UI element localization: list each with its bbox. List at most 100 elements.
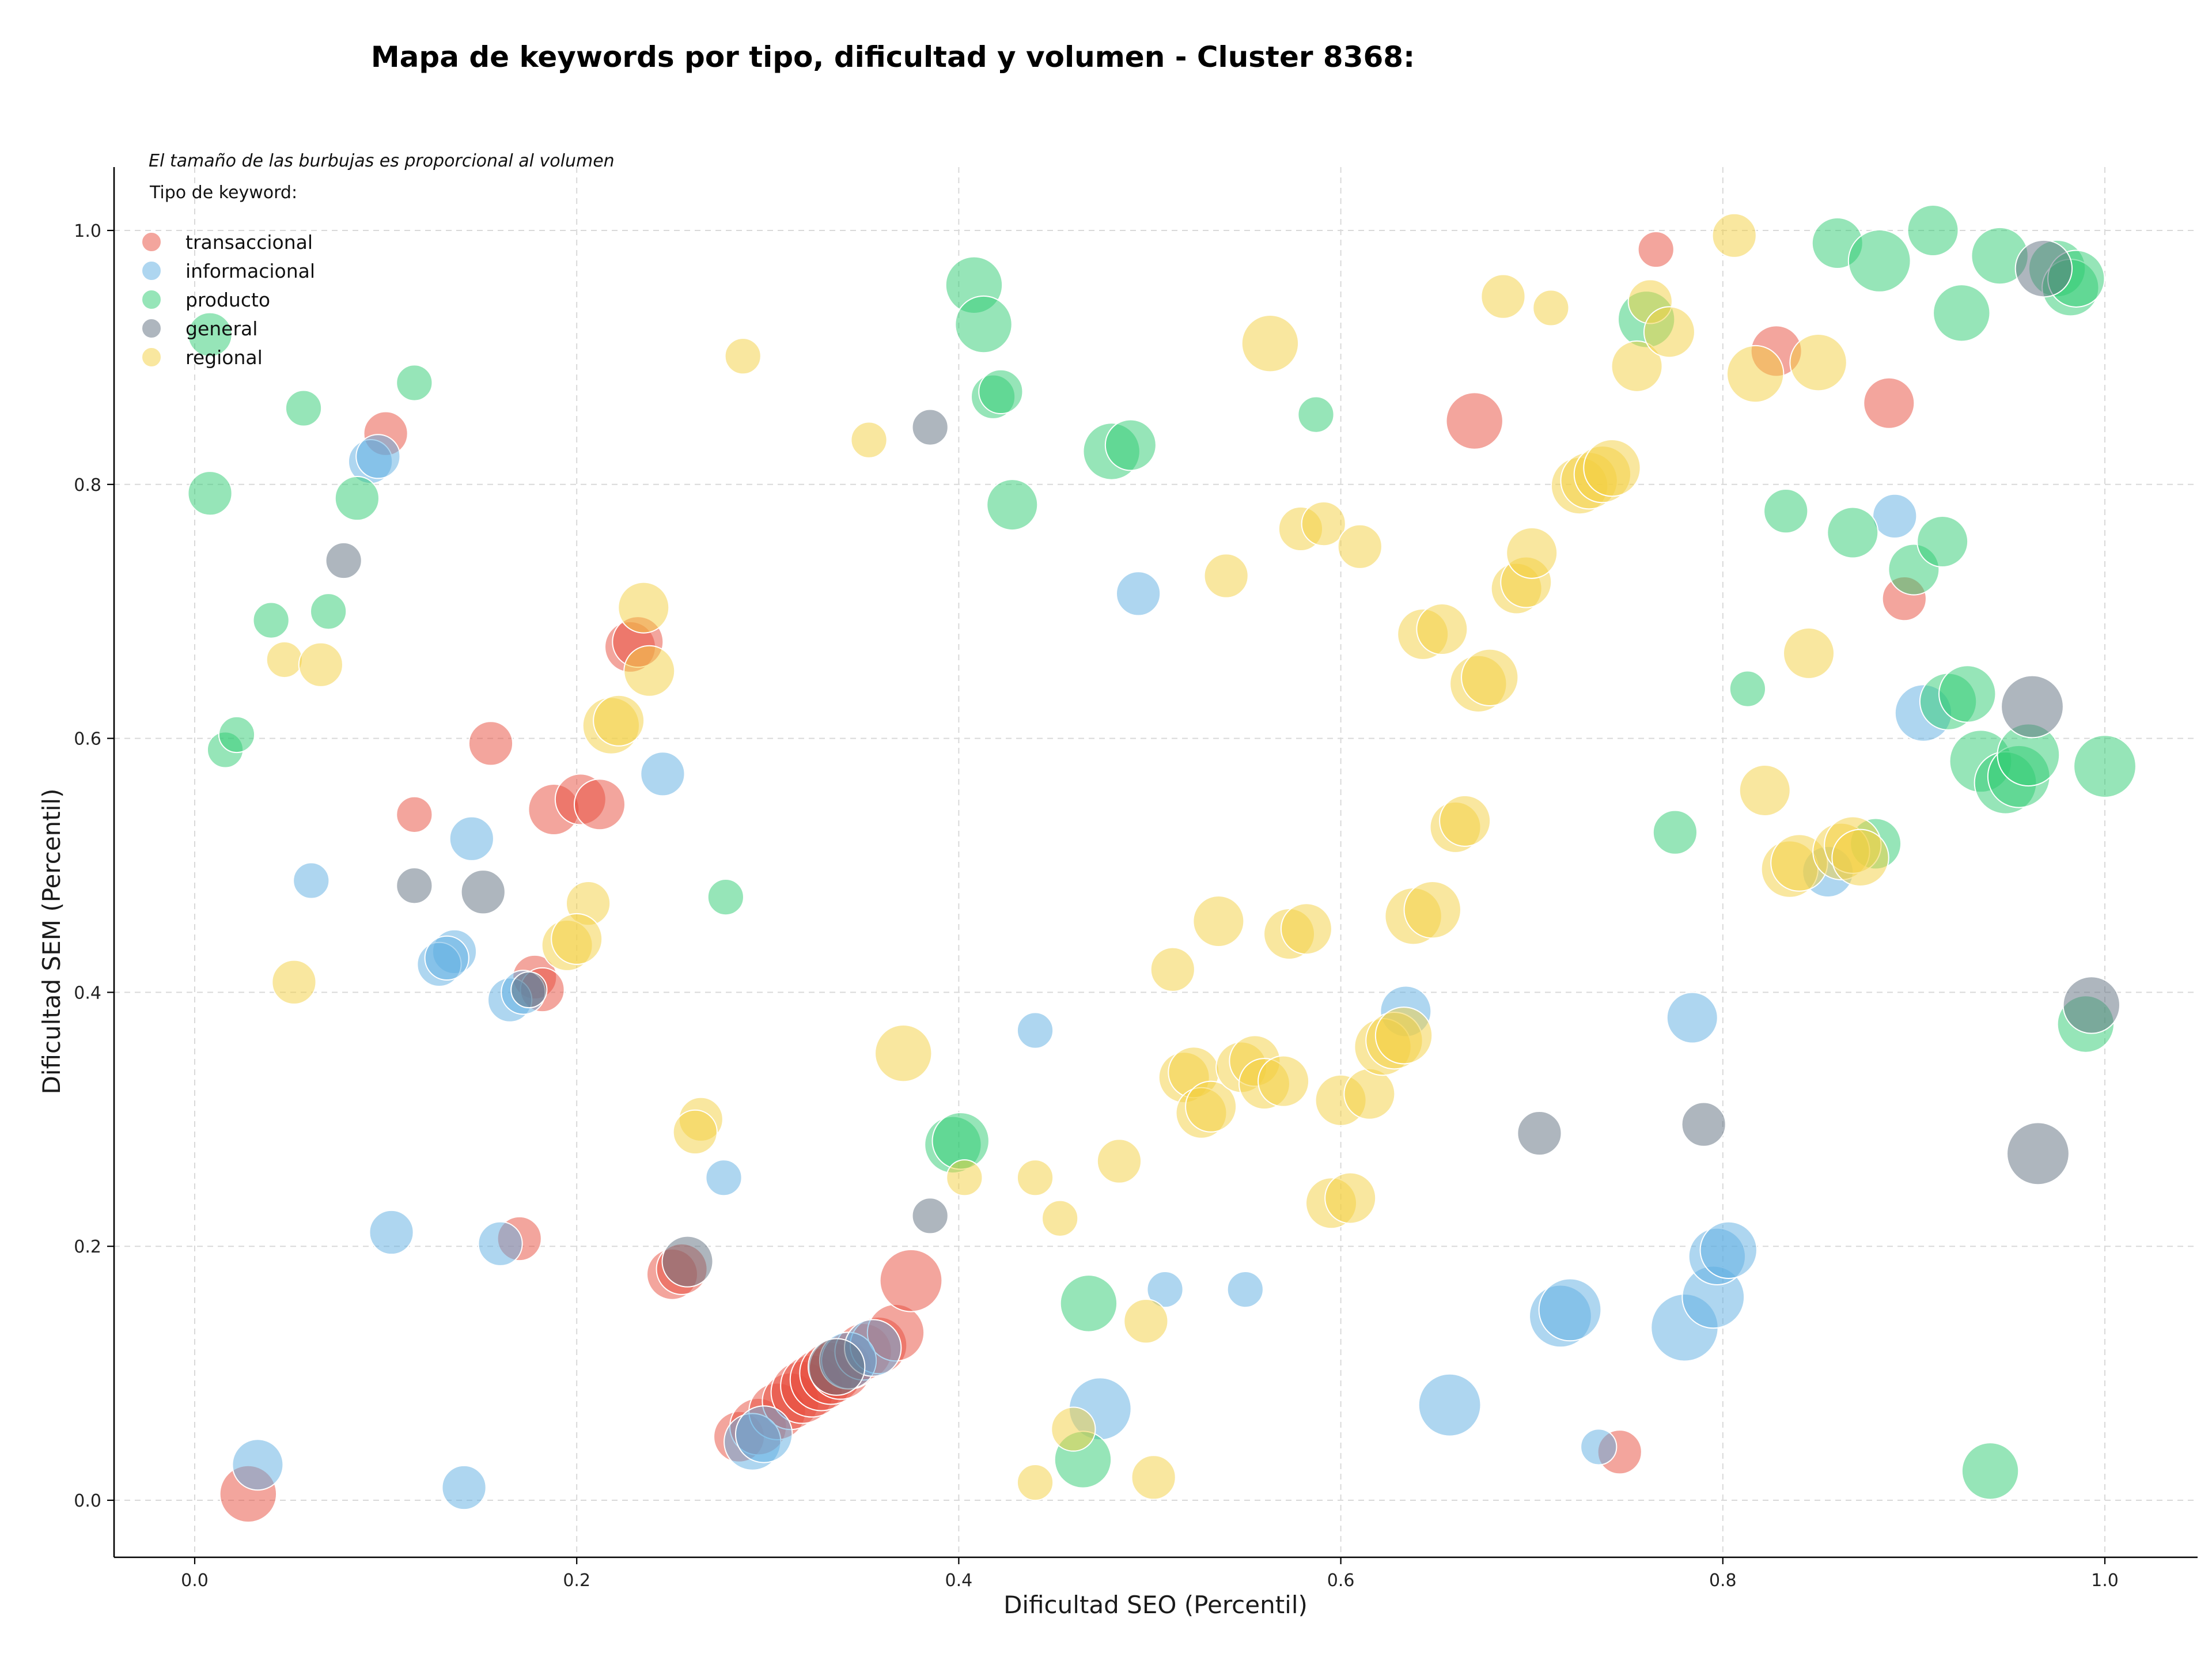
bubble-regional [1711, 213, 1757, 258]
bubble-transaccional [879, 1248, 943, 1312]
bubble-regional [1150, 947, 1195, 992]
bubble-producto [252, 601, 290, 639]
legend-label-general: general [185, 317, 257, 340]
bubble-regional [1241, 314, 1300, 373]
bubble-producto [1763, 488, 1809, 534]
bubble-producto [707, 878, 744, 916]
x-tick-label: 0.4 [945, 1571, 973, 1591]
x-tick-label: 0.0 [181, 1571, 209, 1591]
bubble-regional [1583, 438, 1641, 497]
bubble-regional [1203, 553, 1249, 599]
bubble-regional [593, 694, 645, 747]
bubble-regional [1016, 1159, 1054, 1197]
bubble-regional [266, 641, 303, 679]
legend-marker-informacional [141, 260, 162, 281]
bubble-general [460, 869, 506, 915]
y-tick-label: 0.0 [74, 1491, 101, 1511]
bubble-producto [1961, 1442, 2020, 1500]
bubble-producto [285, 389, 323, 427]
bubble-producto [187, 471, 233, 516]
x-tick-label: 0.2 [563, 1571, 590, 1591]
bubble-producto [986, 479, 1039, 531]
bubble-regional [551, 913, 603, 965]
bubble-producto [396, 364, 433, 402]
bubble-informacional [1699, 1221, 1758, 1280]
bubble-regional [1257, 1055, 1310, 1107]
bubble-producto [1729, 670, 1767, 707]
bubble-regional [1643, 306, 1695, 358]
bubble-regional [1337, 524, 1382, 569]
bubble-informacional [1146, 1271, 1184, 1308]
bubble-informacional [1226, 1271, 1264, 1308]
bubble-regional [1192, 895, 1245, 947]
bubble-regional [1439, 794, 1491, 847]
bubble-informacional [1872, 493, 1918, 539]
bubble-general [1681, 1102, 1726, 1147]
bubble-layer [187, 205, 2137, 1523]
legend-marker-regional [141, 347, 162, 368]
legend-label-regional: regional [185, 346, 263, 369]
bubble-regional [271, 959, 317, 1005]
x-tick-label: 0.8 [1709, 1571, 1737, 1591]
bubble-general [2014, 239, 2073, 298]
bubble-regional [1738, 764, 1791, 816]
bubble-regional [1123, 1299, 1169, 1344]
series-regional [266, 213, 1889, 1501]
bubble-regional [850, 421, 888, 459]
bubble-informacional [640, 751, 685, 797]
bubble-informacional [355, 434, 401, 479]
bubble-producto [1916, 515, 1969, 567]
bubble-general [807, 1338, 866, 1396]
bubble-producto [218, 716, 256, 754]
bubble-regional [298, 642, 343, 687]
bubble-general [2062, 976, 2120, 1034]
bubble-regional [1280, 903, 1332, 955]
bubble-general [1517, 1110, 1562, 1156]
legend-label-transaccional: transaccional [185, 231, 313, 253]
bubble-regional [724, 338, 762, 375]
bubble-informacional [478, 1221, 523, 1266]
y-tick-label: 0.8 [74, 475, 101, 495]
bubble-transaccional [468, 721, 514, 766]
bubble-regional [672, 1109, 718, 1155]
bubble-informacional [1580, 1428, 1618, 1466]
series-informacional [232, 434, 1953, 1511]
bubble-transaccional [1863, 377, 1915, 429]
bubble-regional [1416, 603, 1468, 656]
bubble-informacional [1115, 571, 1161, 616]
bubble-regional [1461, 648, 1519, 707]
x-tick-label: 1.0 [2091, 1571, 2119, 1591]
bubble-informacional [293, 862, 330, 899]
bubble-transaccional [573, 778, 626, 831]
bubble-general [396, 867, 433, 905]
x-tick-label: 0.6 [1327, 1571, 1355, 1591]
bubble-general [2006, 1122, 2070, 1186]
bubble-transaccional [396, 796, 433, 833]
bubble-producto [2073, 735, 2137, 798]
bubble-informacional [424, 935, 469, 981]
series-producto [187, 205, 2137, 1500]
legend: Tipo de keyword: transaccional informacio… [141, 183, 315, 369]
bubble-regional [1016, 1464, 1054, 1501]
legend-marker-general [141, 318, 162, 339]
legend-label-producto: producto [185, 289, 270, 311]
size-note: El tamaño de las burbujas es proporciona… [149, 151, 615, 171]
bubble-producto [1104, 419, 1157, 471]
bubble-regional [1343, 1068, 1396, 1120]
bubble-transaccional [1445, 392, 1503, 450]
legend-label-informacional: informacional [185, 260, 315, 282]
bubble-informacional [232, 1439, 284, 1491]
bubble-informacional [369, 1209, 414, 1255]
y-tick-label: 0.2 [74, 1237, 101, 1257]
bubble-regional [1324, 1172, 1377, 1224]
bubble-regional [1532, 289, 1570, 327]
axes: 0.0 0.2 0.4 0.6 0.8 1.0 0.0 0.2 0.4 0.6 0.8 1.0 [74, 167, 2198, 1591]
bubble-regional [1403, 880, 1461, 939]
bubble-informacional [449, 816, 494, 861]
bubble-producto [1938, 665, 1997, 723]
bubble-regional [1185, 1080, 1237, 1133]
bubble-informacional [734, 1405, 793, 1463]
bubble-general [325, 542, 362, 580]
bubble-producto [978, 369, 1024, 415]
bubble-informacional [705, 1159, 743, 1197]
